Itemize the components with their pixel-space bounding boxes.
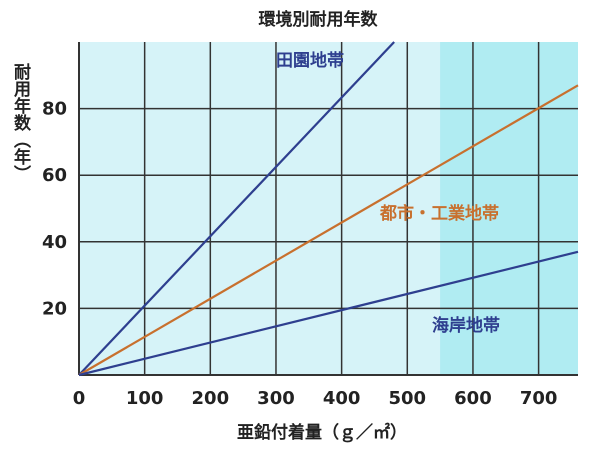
- y-tick-label: 20: [42, 298, 67, 319]
- x-tick-label: 100: [126, 388, 164, 409]
- series-label-urban-industrial: 都市・工業地帯: [379, 203, 499, 224]
- x-tick-label: 400: [323, 388, 361, 409]
- y-tick-labels: 20 40 60 80: [42, 99, 67, 320]
- y-axis-title: 耐用年数（年）: [10, 62, 31, 182]
- y-tick-label: 80: [42, 99, 67, 120]
- x-tick-label: 500: [389, 388, 427, 409]
- series-label-rural: 田園地帯: [276, 50, 344, 71]
- x-tick-label: 600: [454, 388, 492, 409]
- series-line-1: [78, 84, 579, 376]
- series-line-0: [78, 41, 395, 376]
- y-axis-title-text: 耐用年数（年）: [10, 62, 31, 182]
- x-tick-label: 300: [257, 388, 295, 409]
- grid-lines: [78, 42, 578, 376]
- x-axis-title: 亜鉛付着量（ｇ／㎡）: [237, 422, 407, 443]
- x-tick-label: 0: [73, 388, 86, 409]
- series-lines: [78, 41, 579, 377]
- x-tick-label: 200: [192, 388, 230, 409]
- y-tick-label: 60: [42, 165, 67, 186]
- x-tick-labels: 0 100 200 300 400 500 600 700: [73, 388, 558, 409]
- series-line-2: [78, 250, 579, 377]
- series-label-coastal: 海岸地帯: [432, 315, 500, 336]
- series-labels: 田園地帯 都市・工業地帯 海岸地帯: [276, 50, 500, 336]
- x-tick-label: 700: [520, 388, 558, 409]
- y-tick-label: 40: [42, 232, 67, 253]
- chart-title: 環境別耐用年数: [259, 9, 379, 30]
